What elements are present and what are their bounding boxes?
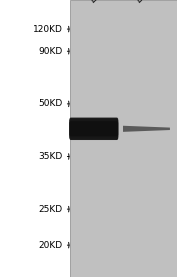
FancyBboxPatch shape xyxy=(69,121,118,136)
Text: 50KD: 50KD xyxy=(39,99,63,108)
Text: 20KD: 20KD xyxy=(39,241,63,250)
FancyBboxPatch shape xyxy=(69,117,118,140)
Text: Brain: Brain xyxy=(135,0,158,4)
Bar xyxy=(70,0,177,277)
Polygon shape xyxy=(123,126,170,132)
Text: 35KD: 35KD xyxy=(39,152,63,161)
Text: 90KD: 90KD xyxy=(39,47,63,56)
FancyBboxPatch shape xyxy=(69,119,118,139)
Text: 25KD: 25KD xyxy=(39,205,63,214)
Text: Liver: Liver xyxy=(88,0,110,4)
Text: 120KD: 120KD xyxy=(33,25,63,34)
